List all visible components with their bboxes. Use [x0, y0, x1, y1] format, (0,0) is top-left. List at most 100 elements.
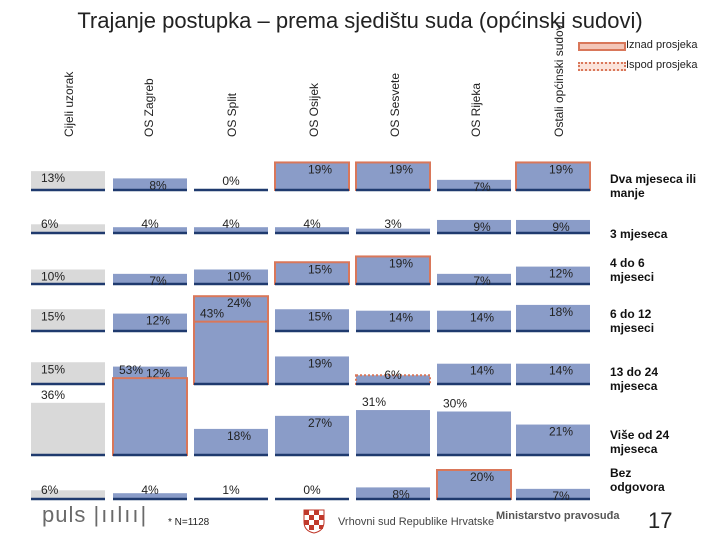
data-label: 14%	[549, 364, 573, 378]
data-label: 7%	[473, 180, 491, 194]
data-label: 6%	[41, 217, 59, 231]
data-label: 0%	[222, 174, 240, 188]
data-label: 7%	[149, 274, 167, 288]
bar	[31, 171, 105, 190]
supreme-court-label: Vrhovni sud Republike Hrvatske	[338, 516, 495, 528]
data-label: 15%	[41, 362, 65, 376]
data-label: 0%	[303, 483, 321, 497]
legend-above-swatch	[578, 42, 626, 51]
bar	[113, 493, 187, 499]
data-label: 18%	[549, 305, 573, 319]
data-label: 21%	[549, 425, 573, 439]
data-label: 27%	[308, 416, 332, 430]
data-label: 4%	[222, 217, 240, 231]
category-label: Više od 24 mjeseca	[610, 428, 670, 456]
bar	[31, 309, 105, 331]
data-label: 43%	[200, 307, 224, 321]
data-label: 14%	[470, 364, 494, 378]
bar	[437, 310, 511, 331]
bar	[437, 363, 511, 384]
data-label: 9%	[552, 220, 570, 234]
bar	[113, 273, 187, 284]
bar	[356, 487, 430, 499]
data-label: 30%	[443, 397, 467, 411]
data-label: 14%	[470, 311, 494, 325]
data-label: 3%	[384, 217, 402, 231]
bar	[437, 411, 511, 455]
bar	[113, 178, 187, 190]
bar	[516, 424, 590, 455]
bar	[437, 219, 511, 233]
data-label: 8%	[392, 487, 410, 501]
data-label: 19%	[389, 256, 413, 270]
category-label: Dva mjeseca ili manje	[610, 172, 697, 200]
bar	[194, 227, 268, 233]
data-label: 12%	[146, 367, 170, 381]
data-label: 8%	[149, 178, 167, 192]
data-label: 13%	[41, 171, 65, 185]
bar	[516, 363, 590, 384]
bar	[356, 410, 430, 455]
category-label: 4 do 6 mjeseci	[610, 256, 655, 284]
data-label: 15%	[41, 309, 65, 323]
bar	[31, 224, 105, 233]
data-label: 36%	[41, 388, 65, 402]
data-label: 1%	[222, 483, 240, 497]
category-label: 3 mjeseca	[610, 227, 668, 241]
page-number: 17	[648, 508, 673, 533]
bar	[275, 415, 349, 455]
data-label: 10%	[41, 270, 65, 284]
bar	[194, 269, 268, 284]
legend-above: Iznad prosjeka	[578, 39, 718, 60]
data-label: 7%	[473, 274, 491, 288]
data-label: 19%	[308, 162, 332, 176]
bar	[194, 428, 268, 455]
bar	[112, 377, 188, 456]
bar	[356, 310, 430, 331]
croatia-crest-icon	[303, 509, 325, 534]
data-label: 4%	[303, 217, 321, 231]
category-label: Bez odgovora	[610, 466, 665, 494]
data-label: 31%	[362, 395, 386, 409]
sample-size: * N=1128	[168, 517, 210, 528]
bar	[31, 402, 105, 455]
data-label: 20%	[470, 470, 494, 484]
data-label: 53%	[119, 363, 143, 377]
bar	[275, 227, 349, 233]
bar	[275, 309, 349, 331]
bar	[193, 320, 269, 385]
data-label: 10%	[227, 270, 251, 284]
data-label: 6%	[384, 368, 402, 382]
data-label: 15%	[308, 309, 332, 323]
legend-below-label: Ispod prosjeka	[626, 59, 698, 71]
data-label: 9%	[473, 220, 491, 234]
bar	[516, 266, 590, 284]
data-label: 6%	[41, 483, 59, 497]
bar	[275, 356, 349, 384]
bar	[436, 469, 512, 500]
data-label: 14%	[389, 311, 413, 325]
bar	[516, 488, 590, 499]
data-label: 19%	[549, 162, 573, 176]
category-label: 6 do 12 mjeseci	[610, 307, 655, 335]
legend-below-swatch	[578, 62, 626, 71]
data-label: 7%	[552, 489, 570, 503]
bar	[516, 219, 590, 233]
page-title: Trajanje postupka – prema sjedištu suda …	[77, 8, 643, 33]
bar	[516, 304, 590, 331]
ministry-logo: Ministarstvo pravosuđa	[496, 510, 620, 522]
data-label: 24%	[227, 296, 251, 310]
data-label: 19%	[389, 162, 413, 176]
data-label: 4%	[141, 483, 159, 497]
puls-logo: puls |ıılıı|	[42, 502, 149, 527]
legend-above-label: Iznad prosjeka	[626, 39, 698, 51]
bar	[437, 179, 511, 190]
bar	[274, 161, 350, 191]
data-label: 4%	[141, 217, 159, 231]
bar	[113, 227, 187, 233]
data-label: 19%	[308, 356, 332, 370]
data-label: 12%	[146, 314, 170, 328]
category-label: 13 do 24 mjeseca	[610, 365, 659, 393]
bar	[31, 269, 105, 284]
